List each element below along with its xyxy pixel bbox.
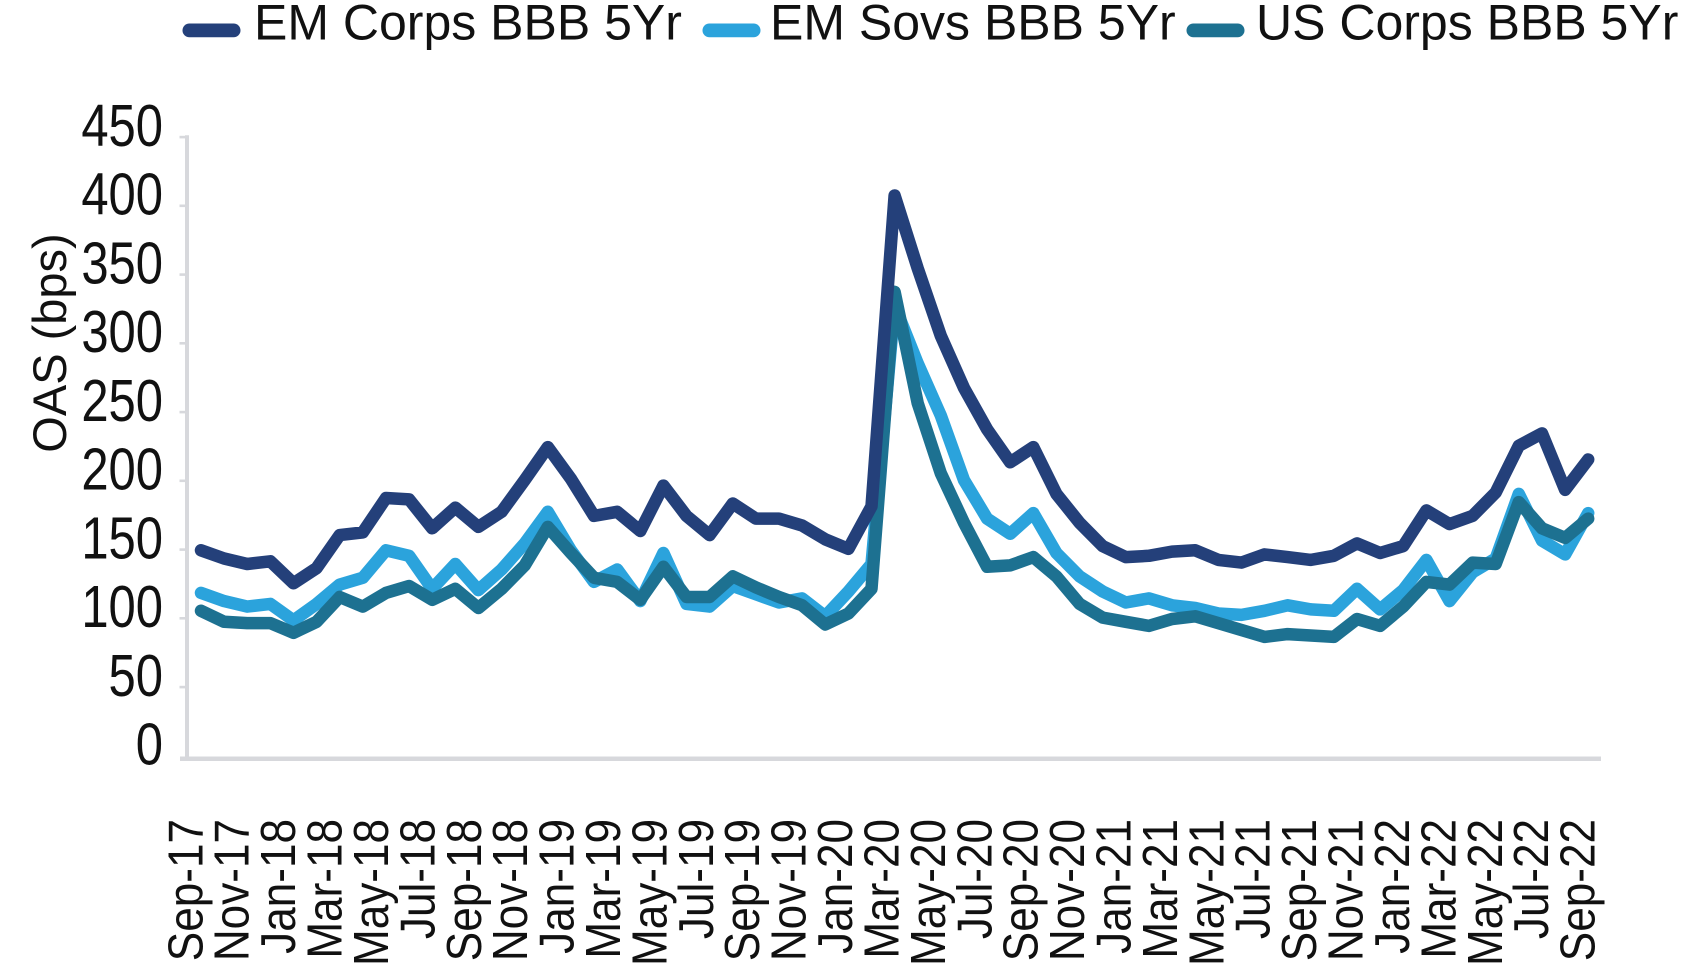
svg-text:OAS (bps): OAS (bps) xyxy=(23,233,76,452)
svg-text:EM Sovs BBB 5Yr: EM Sovs BBB 5Yr xyxy=(770,0,1176,51)
svg-text:EM Corps BBB 5Yr: EM Corps BBB 5Yr xyxy=(254,0,682,51)
svg-text:Jan-20: Jan-20 xyxy=(808,819,863,954)
svg-text:Sep-19: Sep-19 xyxy=(715,819,770,961)
svg-text:Sep-21: Sep-21 xyxy=(1272,819,1327,961)
svg-text:Nov-21: Nov-21 xyxy=(1318,819,1373,961)
svg-text:50: 50 xyxy=(109,644,163,709)
svg-text:Nov-19: Nov-19 xyxy=(761,819,816,961)
svg-text:Jul-18: Jul-18 xyxy=(390,819,445,939)
svg-text:Nov-18: Nov-18 xyxy=(483,819,538,961)
svg-text:Sep-17: Sep-17 xyxy=(158,819,213,961)
svg-text:Mar-20: Mar-20 xyxy=(854,819,909,959)
svg-text:Mar-22: Mar-22 xyxy=(1411,819,1466,959)
svg-text:100: 100 xyxy=(81,575,163,640)
svg-text:May-19: May-19 xyxy=(622,819,677,966)
svg-text:May-21: May-21 xyxy=(1179,819,1234,966)
svg-text:450: 450 xyxy=(81,94,163,159)
svg-text:US Corps BBB 5Yr: US Corps BBB 5Yr xyxy=(1256,0,1678,51)
svg-text:Jul-20: Jul-20 xyxy=(947,819,1002,939)
svg-text:Mar-18: Mar-18 xyxy=(297,819,352,959)
svg-text:350: 350 xyxy=(81,231,163,296)
svg-text:Mar-19: Mar-19 xyxy=(576,819,631,959)
svg-text:Nov-17: Nov-17 xyxy=(205,819,260,961)
svg-text:200: 200 xyxy=(81,437,163,502)
svg-text:Jan-22: Jan-22 xyxy=(1365,819,1420,954)
svg-text:May-20: May-20 xyxy=(901,819,956,966)
svg-text:150: 150 xyxy=(81,506,163,571)
svg-text:Jul-19: Jul-19 xyxy=(669,819,724,939)
svg-text:Sep-22: Sep-22 xyxy=(1550,819,1605,961)
svg-text:300: 300 xyxy=(81,300,163,365)
svg-text:May-22: May-22 xyxy=(1458,819,1513,966)
svg-text:Jan-18: Jan-18 xyxy=(251,819,306,954)
svg-text:Jul-21: Jul-21 xyxy=(1226,819,1281,939)
svg-text:Jul-22: Jul-22 xyxy=(1504,819,1559,939)
svg-text:400: 400 xyxy=(81,162,163,227)
svg-text:May-18: May-18 xyxy=(344,819,399,966)
svg-text:250: 250 xyxy=(81,369,163,434)
svg-text:Sep-20: Sep-20 xyxy=(994,819,1049,961)
svg-text:Mar-21: Mar-21 xyxy=(1133,819,1188,959)
svg-text:Sep-18: Sep-18 xyxy=(437,819,492,961)
svg-text:Jan-19: Jan-19 xyxy=(529,819,584,954)
svg-text:0: 0 xyxy=(136,712,163,777)
svg-text:Jan-21: Jan-21 xyxy=(1086,819,1141,954)
svg-text:Nov-20: Nov-20 xyxy=(1040,819,1095,961)
